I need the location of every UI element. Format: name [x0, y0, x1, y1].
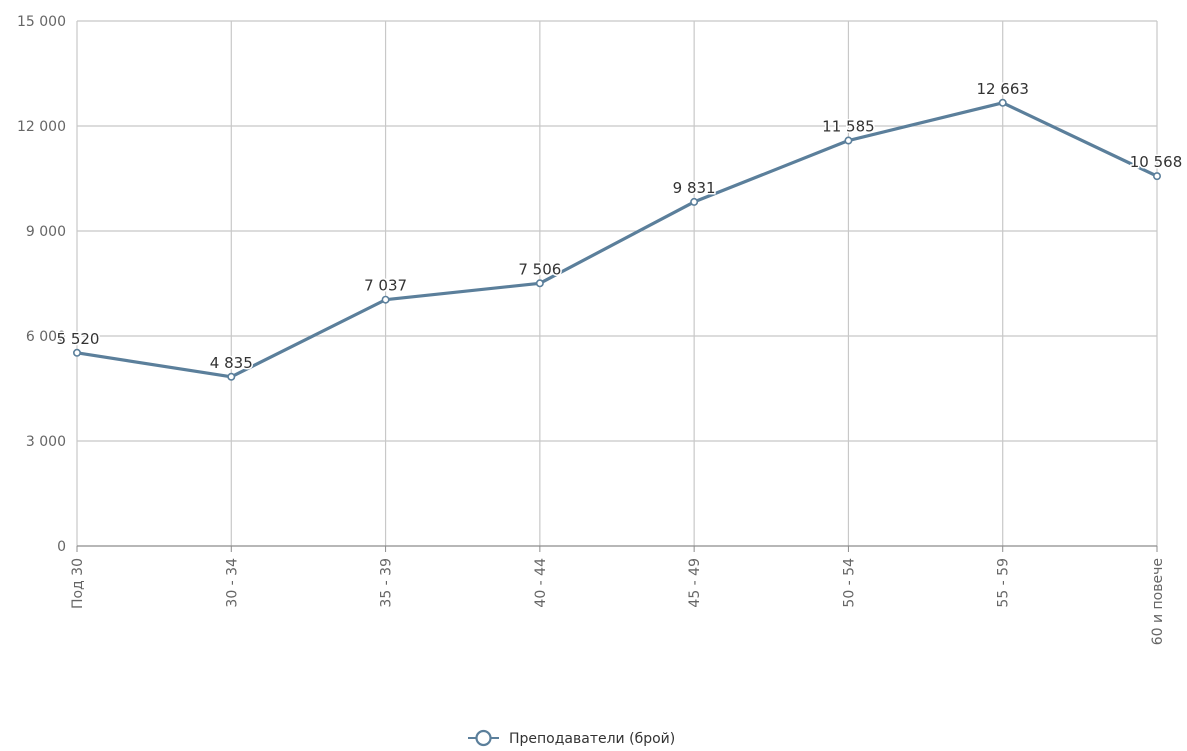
y-tick-label: 3 000: [26, 434, 66, 450]
data-point[interactable]: [227, 372, 236, 381]
x-tick-label: 40 - 44: [533, 558, 549, 608]
data-point[interactable]: [998, 98, 1007, 107]
y-tick-label: 0: [57, 539, 66, 555]
y-tick-label: 6 000: [26, 329, 66, 345]
y-tick-label: 9 000: [26, 224, 66, 240]
data-label: 7 506: [518, 260, 561, 278]
legend-marker: [475, 729, 492, 747]
data-label: 4 835: [210, 354, 253, 372]
series-layer: [73, 98, 1162, 381]
x-tick-label: 30 - 34: [224, 558, 240, 608]
data-labels: 5 520 4 835 7 037 7 506 9 831 11 585 12 663 10 …: [55, 78, 1184, 373]
data-point[interactable]: [690, 197, 699, 206]
y-tick-label: 12 000: [17, 119, 66, 135]
data-point[interactable]: [1153, 172, 1162, 181]
data-point[interactable]: [381, 295, 390, 304]
x-tick-label: Под 30: [70, 558, 86, 609]
data-label: 11 585: [822, 118, 875, 136]
x-tick-label: 55 - 59: [996, 558, 1012, 608]
y-axis-ticks: 0 3 000 6 000 9 000 12 000 15 000: [17, 14, 66, 555]
data-label: 10 568: [1130, 153, 1183, 171]
data-label: 9 831: [673, 179, 716, 197]
x-tick-label: 50 - 54: [841, 558, 857, 608]
series-line: [75, 101, 1159, 379]
x-axis-ticks: Под 30 30 - 34 35 - 39 40 - 44 45 - 49 50 - 5…: [70, 546, 1166, 645]
data-point[interactable]: [73, 348, 82, 357]
x-tick-label: 45 - 49: [687, 558, 703, 608]
data-label: 5 520: [57, 330, 100, 348]
grid-lines: [76, 20, 1158, 546]
legend[interactable]: Преподаватели (брой): [468, 729, 675, 747]
x-tick-label: 35 - 39: [379, 558, 395, 608]
y-tick-label: 15 000: [17, 14, 66, 30]
legend-label: Преподаватели (брой): [509, 731, 675, 747]
x-tick-label: 60 и повече: [1150, 558, 1166, 645]
data-point[interactable]: [535, 279, 544, 288]
data-label: 12 663: [976, 80, 1029, 98]
data-point[interactable]: [844, 136, 853, 145]
data-label: 7 037: [364, 277, 407, 295]
